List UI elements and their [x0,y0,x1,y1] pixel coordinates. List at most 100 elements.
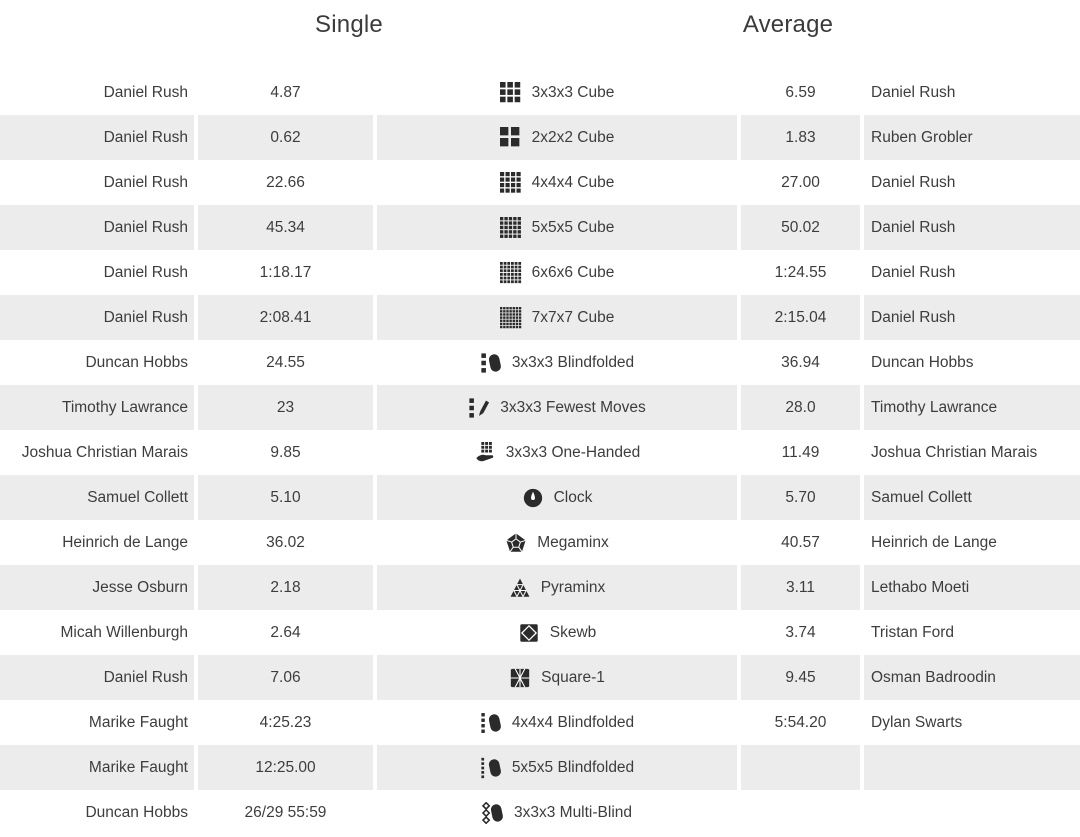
average-holder-name: Lethabo Moeti [864,565,1080,610]
single-result: 23 [198,385,373,430]
average-holder-name: Heinrich de Lange [871,533,997,551]
record-row: Marike Faught 4:25.23 4x4x4 Blindfolded … [0,700,1080,745]
one-handed-icon [474,441,496,464]
event-name: 2x2x2 Cube [531,128,615,146]
single-column-header: Single [315,11,383,38]
average-holder-name [864,745,1080,790]
event-name: 4x4x4 Blindfolded [511,713,635,731]
single-holder-name: Daniel Rush [0,655,194,700]
cube-7x7x7-icon [499,306,522,329]
single-result: 22.66 [266,173,305,191]
record-row: Jesse Osburn 2.18 Pyraminx 3.11 Lethabo … [0,565,1080,610]
single-holder-name: Micah Willenburgh [60,623,189,641]
blindfolded-3-icon [480,352,502,374]
event-name: Clock [553,488,593,506]
record-row: Duncan Hobbs 26/29 55:59 3x3x3 Multi-Bli… [0,790,1080,835]
average-holder-name: Timothy Lawrance [864,385,1080,430]
event-cell: Square-1 [377,655,737,700]
single-result: 45.34 [198,205,373,250]
record-row: Heinrich de Lange 36.02 Megaminx 40.57 H… [0,520,1080,565]
record-row: Marike Faught 12:25.00 5x5x5 Blindfolded [0,745,1080,790]
record-row: Daniel Rush 0.62 2x2x2 Cube 1.83 Ruben G… [0,115,1080,160]
megaminx-icon [505,532,527,554]
cube-6x6x6-icon [499,261,522,284]
event-name: 5x5x5 Blindfolded [511,758,635,776]
fewest-moves-icon [468,397,490,419]
average-result: 50.02 [741,205,860,250]
records-table: Daniel Rush 4.87 3x3x3 Cube 6.59 Daniel … [0,70,1080,835]
record-row: Samuel Collett 5.10 Clock 5.70 Samuel Co… [0,475,1080,520]
record-row: Daniel Rush 45.34 5x5x5 Cube 50.02 Danie… [0,205,1080,250]
average-holder-name: Daniel Rush [871,173,956,191]
single-holder-name: Daniel Rush [103,173,188,191]
event-cell: 4x4x4 Blindfolded [377,700,737,745]
single-holder-name: Daniel Rush [103,263,188,281]
clock-icon [522,487,544,509]
cube-4x4x4-icon [499,171,522,194]
square-1-icon [509,667,531,689]
event-name: 6x6x6 Cube [531,263,615,281]
event-cell: 3x3x3 Multi-Blind [377,790,737,835]
single-holder-name: Daniel Rush [0,205,194,250]
average-result: 40.57 [781,533,820,551]
record-row: Micah Willenburgh 2.64 Skewb 3.74 Trista… [0,610,1080,655]
average-result: 1.83 [741,115,860,160]
single-holder-name: Marike Faught [88,713,188,731]
blindfolded-5-icon [480,757,502,779]
record-row: Joshua Christian Marais 9.85 3x3x3 One-H… [0,430,1080,475]
event-name: Pyraminx [540,578,606,596]
single-holder-name: Marike Faught [0,745,194,790]
record-row: Daniel Rush 4.87 3x3x3 Cube 6.59 Daniel … [0,70,1080,115]
average-result [741,745,860,790]
single-holder-name: Heinrich de Lange [62,533,188,551]
average-result: 5.70 [741,475,860,520]
event-name: 3x3x3 Cube [531,83,615,101]
table-header: Single Average [0,0,1080,70]
event-cell: Clock [377,475,737,520]
average-holder-name: Daniel Rush [871,263,956,281]
average-result: 28.0 [741,385,860,430]
single-holder-name: Jesse Osburn [0,565,194,610]
single-result: 2.64 [270,623,301,641]
average-result: 9.45 [741,655,860,700]
event-cell: 6x6x6 Cube [377,250,737,295]
average-result: 11.49 [781,443,820,461]
single-result: 5.10 [198,475,373,520]
record-row: Daniel Rush 2:08.41 7x7x7 Cube 2:15.04 D… [0,295,1080,340]
single-result: 2.18 [198,565,373,610]
event-name: 3x3x3 One-Handed [505,443,641,461]
cube-3x3x3-icon [499,81,522,104]
event-name: 7x7x7 Cube [531,308,615,326]
average-holder-name: Osman Badroodin [864,655,1080,700]
average-result: 27.00 [781,173,820,191]
single-holder-name: Daniel Rush [0,115,194,160]
single-result: 36.02 [266,533,305,551]
event-cell: 5x5x5 Blindfolded [377,745,737,790]
event-name: 3x3x3 Blindfolded [511,353,635,371]
average-result: 36.94 [781,353,820,371]
average-holder-name: Daniel Rush [871,83,956,101]
single-holder-name: Duncan Hobbs [85,353,188,371]
single-result: 24.55 [266,353,305,371]
average-holder-name: Samuel Collett [864,475,1080,520]
single-holder-name: Daniel Rush [103,83,188,101]
event-name: 5x5x5 Cube [531,218,615,236]
average-result: 1:24.55 [774,263,827,281]
single-result: 1:18.17 [259,263,312,281]
multi-blind-icon [481,801,504,824]
average-result: 2:15.04 [741,295,860,340]
single-holder-name: Duncan Hobbs [85,803,188,821]
average-holder-name: Dylan Swarts [871,713,963,731]
average-result [741,790,860,835]
single-result: 26/29 55:59 [244,803,327,821]
single-result: 0.62 [198,115,373,160]
pyraminx-icon [509,577,531,599]
single-holder-name: Joshua Christian Marais [21,443,188,461]
average-result: 5:54.20 [774,713,827,731]
record-row: Daniel Rush 22.66 4x4x4 Cube 27.00 Danie… [0,160,1080,205]
average-holder-name [864,790,1080,835]
record-row: Daniel Rush 1:18.17 6x6x6 Cube 1:24.55 D… [0,250,1080,295]
event-name: Megaminx [537,533,609,551]
average-holder-name: Ruben Grobler [864,115,1080,160]
